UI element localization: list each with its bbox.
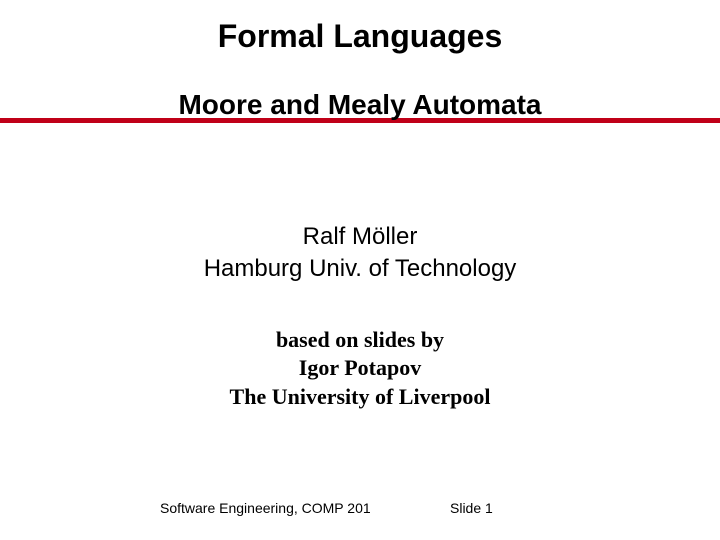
author-affiliation: Hamburg Univ. of Technology xyxy=(0,253,720,285)
author-name: Ralf Möller xyxy=(0,221,720,253)
slide-subtitle: Moore and Mealy Automata xyxy=(0,89,720,121)
author-block: Ralf Möller Hamburg Univ. of Technology xyxy=(0,221,720,286)
footer-slide-number: Slide 1 xyxy=(450,500,493,516)
credits-line-3: The University of Liverpool xyxy=(0,383,720,412)
credits-block: based on slides by Igor Potapov The Univ… xyxy=(0,326,720,412)
footer-course: Software Engineering, COMP 201 xyxy=(160,500,371,516)
credits-line-1: based on slides by xyxy=(0,326,720,355)
credits-line-2: Igor Potapov xyxy=(0,354,720,383)
slide-container: Formal Languages Moore and Mealy Automat… xyxy=(0,0,720,540)
slide-title: Formal Languages xyxy=(0,0,720,55)
